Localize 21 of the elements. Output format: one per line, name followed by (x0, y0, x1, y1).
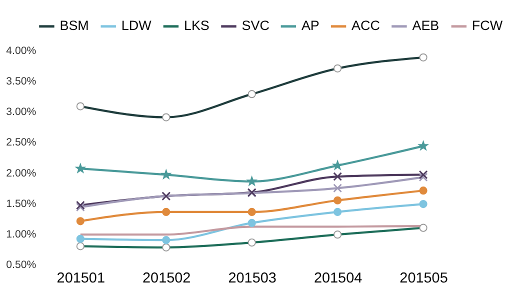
y-tick-label: 0.50% (6, 258, 37, 271)
x-tick-label: 201504 (314, 270, 362, 286)
legend-label: LKS (184, 18, 210, 34)
legend-label: FCW (472, 18, 503, 34)
x-tick-label: 201502 (142, 270, 191, 286)
legend-label: BSM (60, 18, 89, 34)
y-tick-label: 1.00% (6, 228, 37, 240)
legend-label: LDW (121, 18, 152, 34)
y-tick-label: 2.00% (6, 167, 37, 180)
legend-label: AP (301, 18, 320, 34)
y-tick-label: 1.50% (6, 198, 37, 210)
y-tick-label: 2.50% (6, 136, 37, 149)
x-tick-label: 201503 (228, 270, 276, 286)
y-tick-label: 3.50% (6, 76, 37, 88)
legend-label: AEB (412, 18, 440, 34)
y-tick-label: 4.00% (6, 45, 37, 58)
legend-label: ACC (352, 18, 380, 34)
legend-label: SVC (242, 18, 270, 34)
x-tick-label: 201505 (400, 270, 448, 286)
y-tick-label: 3.00% (6, 106, 37, 118)
x-tick-label: 201501 (56, 270, 105, 286)
